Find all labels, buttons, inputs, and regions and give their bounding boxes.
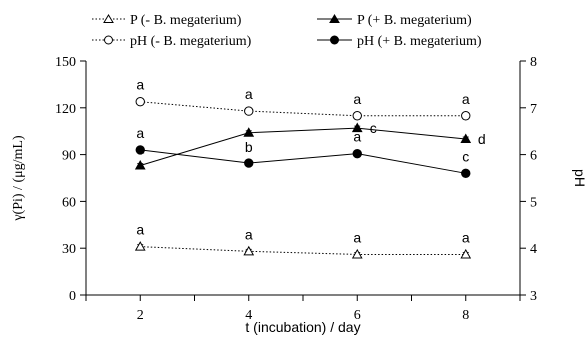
left-tick-label: 90: [62, 149, 76, 164]
legend-item-p-plus: P (+ B. megaterium): [317, 13, 472, 28]
data-point: [244, 158, 254, 168]
significance-letter: c: [370, 120, 377, 136]
series-line: [140, 101, 466, 117]
significance-letter: a: [353, 229, 361, 245]
legend-item-ph-plus: pH (+ B. megaterium): [317, 34, 482, 49]
data-point: [135, 97, 145, 107]
significance-letter: a: [245, 226, 253, 242]
left-tick-label: 0: [69, 289, 76, 304]
series-line: [140, 149, 466, 174]
data-point: [460, 133, 472, 143]
series-0: [134, 241, 472, 259]
left-tick-label: 30: [62, 242, 76, 257]
legend-label-ph-plus: pH (+ B. megaterium): [357, 34, 482, 49]
series-line: [140, 246, 466, 255]
significance-letter: a: [136, 125, 144, 141]
legend-label-p-minus: P (- B. megaterium): [130, 13, 242, 28]
data-point: [352, 111, 362, 121]
data-point: [460, 248, 472, 259]
significance-letter: a: [462, 229, 470, 245]
significance-letter: a: [245, 86, 253, 102]
right-tick-label: 5: [530, 195, 537, 210]
data-point: [243, 245, 255, 256]
data-point: [243, 127, 255, 137]
data-point: [352, 148, 362, 159]
left-tick-label: 60: [62, 195, 76, 210]
significance-letter: a: [136, 77, 144, 93]
significance-letter: a: [136, 222, 144, 238]
significance-letter: d: [478, 131, 486, 147]
left-ticks: 0 30 60 90 120 150: [55, 55, 86, 304]
data-point: [351, 122, 363, 133]
significance-letter: b: [245, 139, 253, 155]
x-tick-label: 6: [354, 308, 361, 323]
left-tick-label: 150: [55, 55, 76, 70]
right-tick-label: 3: [530, 289, 537, 304]
series-2: [135, 97, 471, 121]
x-axis-label: t (incubation) / day: [245, 319, 360, 335]
left-tick-label: 120: [55, 102, 76, 117]
legend: P (- B. megaterium) P (+ B. megaterium) …: [92, 13, 482, 49]
right-tick-label: 6: [530, 149, 537, 164]
data-point: [461, 168, 471, 179]
data-point: [351, 248, 363, 259]
right-tick-label: 7: [530, 102, 537, 117]
x-tick-label: 8: [462, 308, 469, 323]
legend-item-p-minus: P (- B. megaterium): [92, 13, 242, 28]
x-tick-label: 2: [137, 308, 144, 323]
right-tick-label: 8: [530, 55, 537, 70]
data-point: [135, 145, 145, 155]
data-point: [134, 160, 146, 170]
series-3: [135, 145, 471, 179]
x-tick-label: 4: [245, 308, 252, 323]
significance-letter: a: [136, 141, 144, 157]
data-point: [461, 111, 471, 121]
data-point: [244, 106, 254, 116]
right-ticks: 3 4 5 6 7 8: [520, 55, 537, 304]
legend-item-ph-minus: pH (- B. megaterium): [92, 34, 252, 49]
right-tick-label: 4: [530, 242, 537, 257]
significance-letter: c: [462, 148, 469, 164]
legend-label-ph-minus: pH (- B. megaterium): [130, 34, 252, 49]
y-axis-right-label: pH: [572, 169, 585, 187]
significance-letter: a: [353, 91, 361, 107]
significance-letter: a: [462, 91, 470, 107]
significance-letter: a: [353, 129, 361, 145]
legend-label-p-plus: P (+ B. megaterium): [357, 13, 472, 28]
series-line: [140, 127, 466, 166]
series-layer: [134, 97, 472, 259]
data-point: [134, 241, 146, 251]
x-ticks: 2 4 6 8: [85, 295, 521, 323]
y-axis-left-label: γ(Pi) / (μg/mL): [11, 135, 26, 222]
series-1: [134, 122, 472, 170]
